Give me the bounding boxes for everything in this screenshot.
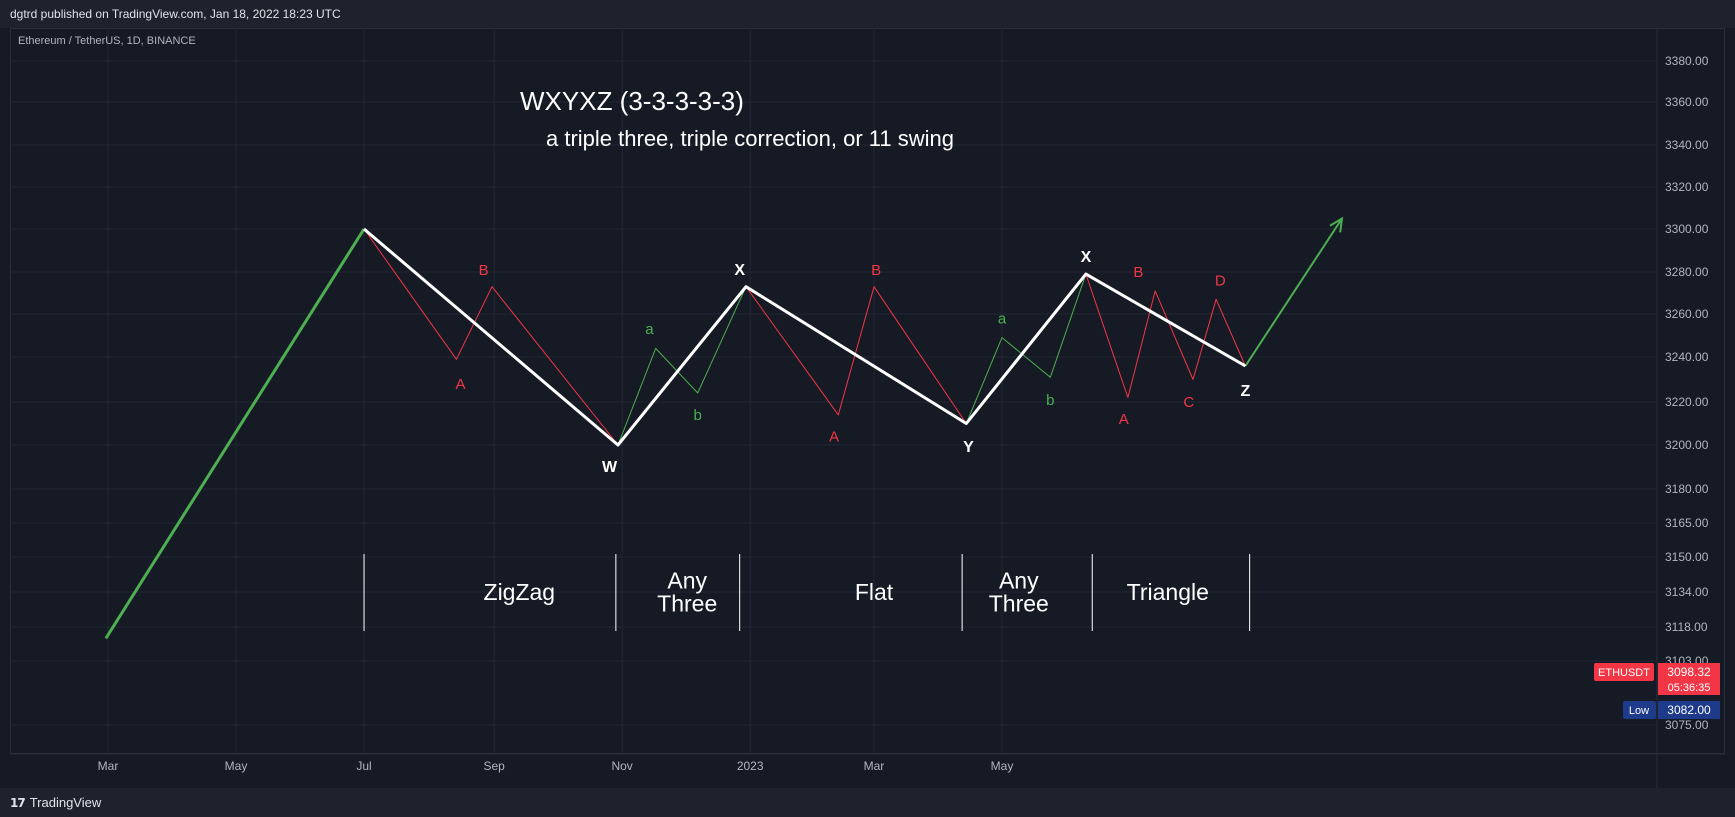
wave-label: C xyxy=(1183,394,1194,411)
wave-label: b xyxy=(694,407,702,424)
wave-line-sub-red xyxy=(1085,273,1246,398)
x-tick-label: 2023 xyxy=(737,759,764,773)
segment-label: ZigZag xyxy=(484,579,556,605)
y-tick-label: 3360.00 xyxy=(1665,95,1709,109)
y-tick-label: 3280.00 xyxy=(1665,265,1709,279)
y-tick-label: 3150.00 xyxy=(1665,550,1709,564)
price-tag-countdown: 05:36:35 xyxy=(1668,682,1711,694)
price-chart[interactable]: 3380.00 3360.00 3340.00 3320.00 3300.00 3280.… xyxy=(0,0,1735,788)
y-tick-label: 3134.00 xyxy=(1665,585,1709,599)
symbol-description: Ethereum / TetherUS, 1D, BINANCE xyxy=(18,35,196,47)
y-tick-label: 3340.00 xyxy=(1665,138,1709,152)
tradingview-logo-icon: 17 xyxy=(10,795,26,810)
x-tick-label: May xyxy=(225,759,248,773)
projection-arrowhead xyxy=(1329,216,1344,233)
segment-label: Flat xyxy=(855,579,894,605)
x-tick-label: Sep xyxy=(483,759,505,773)
low-tag-value-bg xyxy=(1658,701,1720,719)
y-tick-label: 3300.00 xyxy=(1665,222,1709,236)
y-tick-label: 3180.00 xyxy=(1665,482,1709,496)
y-tick-label: 3200.00 xyxy=(1665,438,1709,452)
wave-label: W xyxy=(602,459,618,476)
chart-subtitle: a triple three, triple correction, or 11… xyxy=(546,126,954,151)
segment-label: Any xyxy=(999,568,1039,594)
wave-label: X xyxy=(1081,249,1092,266)
x-tick-label: Mar xyxy=(864,759,885,773)
price-tag-bg xyxy=(1658,663,1720,695)
wave-line-sub-green xyxy=(965,273,1087,424)
y-tick-label: 3260.00 xyxy=(1665,307,1709,321)
wave-label: A xyxy=(1119,411,1129,428)
y-tick-label: 3240.00 xyxy=(1665,350,1709,364)
y-tick-label: 3380.00 xyxy=(1665,54,1709,68)
wave-label: B xyxy=(871,262,881,279)
wave-label: a xyxy=(645,321,654,338)
wave-line-impulse-green xyxy=(104,228,366,640)
wave-label: A xyxy=(456,376,466,393)
wave-line-structure-white xyxy=(363,227,1247,447)
segment-label: Three xyxy=(989,591,1049,617)
x-tick-label: Mar xyxy=(98,759,119,773)
x-tick-label: May xyxy=(991,759,1014,773)
wave-label: D xyxy=(1215,272,1226,289)
segment-label: Triangle xyxy=(1127,579,1209,605)
wave-label: b xyxy=(1046,392,1054,409)
symbol-tag-text: ETHUSDT xyxy=(1598,667,1650,679)
wave-label: B xyxy=(479,262,489,279)
y-tick-label: 3118.00 xyxy=(1665,620,1708,634)
price-tag-value: 3098.32 xyxy=(1667,665,1711,679)
header-bar: dgtrd published on TradingView.com, Jan … xyxy=(0,0,1735,28)
tradingview-logo[interactable]: 17 TradingView xyxy=(10,795,101,810)
y-tick-label: 3165.00 xyxy=(1665,516,1709,530)
wave-label: X xyxy=(734,262,745,279)
wave-label: a xyxy=(998,310,1007,327)
y-tick-label: 3320.00 xyxy=(1665,180,1709,194)
wave-line-sub-red xyxy=(745,286,967,424)
wave-label: A xyxy=(829,428,839,445)
low-tag-value: 3082.00 xyxy=(1667,703,1711,717)
y-tick-label: 3075.00 xyxy=(1665,718,1709,732)
publish-info: dgtrd published on TradingView.com, Jan … xyxy=(10,7,341,21)
symbol-tag-bg xyxy=(1594,663,1654,681)
low-tag-label: Low xyxy=(1629,705,1649,717)
x-tick-label: Nov xyxy=(611,759,632,773)
chart-title: WXYXZ (3-3-3-3-3) xyxy=(520,86,744,116)
y-tick-label: 3220.00 xyxy=(1665,395,1709,409)
segment-label: Three xyxy=(657,591,717,617)
x-tick-label: Jul xyxy=(356,759,371,773)
wave-label: Y xyxy=(963,439,974,456)
low-tag-label-bg xyxy=(1623,701,1656,719)
wave-line-projection-green xyxy=(1244,217,1343,367)
tradingview-brand: TradingView xyxy=(29,795,102,810)
wave-label: Z xyxy=(1241,383,1251,400)
footer-bar: 17 TradingView xyxy=(0,788,1735,817)
wave-label: B xyxy=(1133,264,1143,281)
segment-label: Any xyxy=(667,568,707,594)
